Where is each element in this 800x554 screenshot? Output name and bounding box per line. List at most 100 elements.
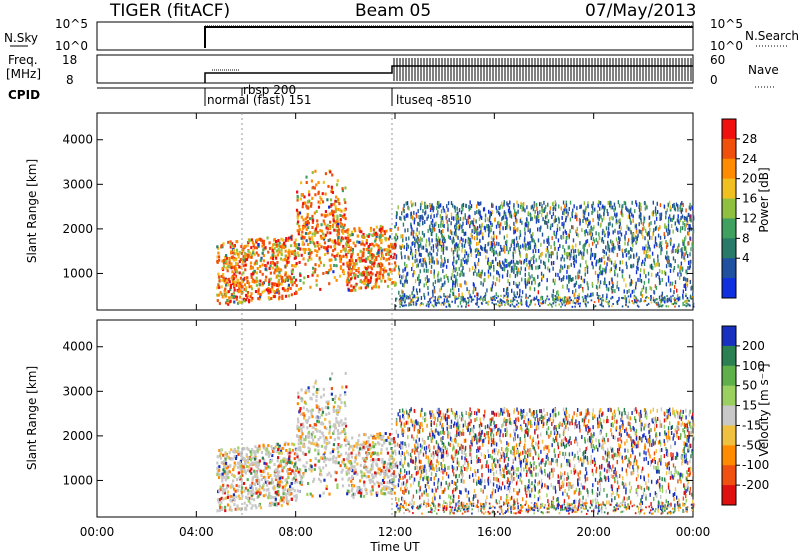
scatter-point xyxy=(433,285,436,290)
scatter-point xyxy=(491,287,493,292)
scatter-point xyxy=(514,225,516,230)
scatter-point xyxy=(225,283,228,287)
scatter-point xyxy=(519,288,521,293)
scatter-point xyxy=(415,250,417,255)
scatter-point xyxy=(573,249,575,254)
scatter-point xyxy=(604,205,606,210)
scatter-point xyxy=(464,231,467,236)
scatter-point xyxy=(644,236,646,241)
scatter-point xyxy=(568,233,570,238)
scatter-point xyxy=(405,295,408,300)
scatter-point xyxy=(295,263,298,267)
scatter-point xyxy=(686,298,689,301)
scatter-point xyxy=(411,203,413,208)
scatter-point xyxy=(535,265,537,270)
scatter-point xyxy=(632,243,634,248)
scatter-point xyxy=(540,302,542,305)
scatter-point xyxy=(276,283,279,287)
scatter-point xyxy=(385,269,388,273)
scatter-point xyxy=(418,282,420,287)
scatter-point xyxy=(429,207,432,212)
scatter-point xyxy=(631,232,633,237)
scatter-point xyxy=(683,240,685,245)
scatter-point xyxy=(310,204,313,208)
scatter-point xyxy=(536,299,539,302)
scatter-point xyxy=(597,298,600,303)
scatter-point xyxy=(472,282,475,287)
scatter-point xyxy=(419,258,422,263)
scatter-point xyxy=(329,451,332,455)
scatter-point xyxy=(513,246,516,251)
scatter-point xyxy=(444,210,447,215)
scatter-point xyxy=(235,297,238,301)
scatter-point xyxy=(568,278,570,283)
scatter-point xyxy=(313,422,316,426)
scatter-point xyxy=(217,272,220,276)
scatter-point xyxy=(352,241,355,245)
scatter-point xyxy=(674,249,677,254)
scatter-point xyxy=(689,214,691,219)
scatter-point xyxy=(387,436,390,440)
scatter-point xyxy=(285,254,288,258)
scatter-point xyxy=(310,202,313,206)
scatter-point xyxy=(501,274,504,279)
nsearch-label: N.Search xyxy=(745,29,799,43)
scatter-point xyxy=(300,193,303,197)
scatter-point xyxy=(503,287,505,292)
scatter-point xyxy=(238,281,241,285)
scatter-point xyxy=(299,272,302,276)
scatter-point xyxy=(581,228,583,233)
scatter-point xyxy=(234,267,238,271)
scatter-point xyxy=(336,229,339,233)
scatter-point xyxy=(431,289,434,294)
scatter-point xyxy=(239,282,243,286)
scatter-point xyxy=(587,212,590,217)
scatter-point xyxy=(255,251,258,255)
scatter-point xyxy=(223,255,227,259)
scatter-point xyxy=(566,213,569,218)
scatter-point xyxy=(309,248,312,252)
scatter-point xyxy=(274,477,278,481)
scatter-point xyxy=(274,254,277,258)
scatter-point xyxy=(255,261,259,265)
scatter-point xyxy=(546,295,549,298)
scatter-point xyxy=(491,299,494,302)
scatter-point xyxy=(377,467,380,471)
scatter-point xyxy=(605,266,607,271)
scatter-point xyxy=(470,252,473,257)
scatter-point xyxy=(531,235,533,240)
scatter-point xyxy=(220,274,223,278)
scatter-point xyxy=(454,280,457,285)
scatter-point xyxy=(415,288,418,293)
scatter-point xyxy=(561,215,563,220)
scatter-point xyxy=(468,242,470,247)
scatter-point xyxy=(265,488,268,492)
scatter-point xyxy=(291,251,294,255)
scatter-point xyxy=(279,268,283,272)
scatter-point xyxy=(226,465,230,469)
scatter-point xyxy=(469,241,471,246)
scatter-point xyxy=(566,296,568,301)
scatter-point xyxy=(652,212,655,217)
scatter-point xyxy=(672,249,674,254)
scatter-point xyxy=(259,506,263,510)
scatter-point xyxy=(339,221,342,225)
scatter-point xyxy=(494,299,496,302)
scatter-point xyxy=(261,244,264,248)
scatter-point xyxy=(374,471,377,475)
scatter-point xyxy=(531,204,534,209)
scatter-point xyxy=(462,221,464,226)
scatter-point xyxy=(683,246,685,251)
scatter-point xyxy=(337,422,340,426)
scatter-point xyxy=(373,451,377,455)
scatter-point xyxy=(238,271,241,275)
scatter-point xyxy=(674,221,676,226)
scatter-point xyxy=(546,238,548,243)
scatter-point xyxy=(354,457,358,461)
scatter-point xyxy=(233,244,236,248)
scatter-point xyxy=(258,488,261,492)
scatter-point xyxy=(232,487,236,491)
scatter-point xyxy=(683,215,686,220)
scatter-point xyxy=(302,406,305,410)
scatter-point xyxy=(445,305,448,308)
